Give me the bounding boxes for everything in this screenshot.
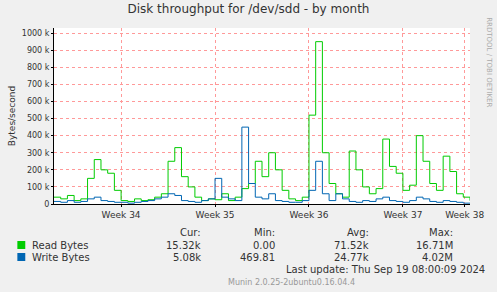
svg-text:4.02M: 4.02M bbox=[422, 252, 453, 263]
svg-text:Disk throughput for /dev/sdd -: Disk throughput for /dev/sdd - by month bbox=[128, 2, 370, 16]
svg-text:5.08k: 5.08k bbox=[173, 252, 201, 263]
svg-text:Read Bytes: Read Bytes bbox=[32, 240, 88, 251]
svg-text:Min:: Min: bbox=[254, 227, 275, 238]
svg-text:Avg:: Avg: bbox=[347, 227, 369, 238]
svg-text:400 k: 400 k bbox=[27, 131, 50, 140]
svg-text:16.71M: 16.71M bbox=[416, 240, 453, 251]
svg-text:Week 34: Week 34 bbox=[102, 210, 141, 220]
svg-text:800 k: 800 k bbox=[27, 63, 50, 72]
svg-text:Munin 2.0.25-2ubuntu0.16.04.4: Munin 2.0.25-2ubuntu0.16.04.4 bbox=[228, 278, 355, 287]
svg-text:700 k: 700 k bbox=[27, 80, 50, 89]
svg-text:Cur:: Cur: bbox=[180, 227, 201, 238]
svg-text:71.52k: 71.52k bbox=[334, 240, 369, 251]
svg-text:600 k: 600 k bbox=[27, 97, 50, 106]
svg-text:15.32k: 15.32k bbox=[166, 240, 201, 251]
svg-text:0: 0 bbox=[44, 200, 49, 209]
svg-text:Week 36: Week 36 bbox=[289, 210, 328, 220]
svg-text:RRDTOOL / TOBI OETIKER: RRDTOOL / TOBI OETIKER bbox=[485, 17, 493, 107]
svg-text:500 k: 500 k bbox=[27, 114, 50, 123]
svg-text:Max:: Max: bbox=[429, 227, 453, 238]
svg-text:Bytes/second: Bytes/second bbox=[7, 86, 17, 146]
svg-text:469.81: 469.81 bbox=[240, 252, 275, 263]
svg-text:100 k: 100 k bbox=[27, 183, 50, 192]
svg-text:Week 35: Week 35 bbox=[196, 210, 235, 220]
svg-text:Week 37: Week 37 bbox=[383, 210, 422, 220]
svg-text:Write Bytes: Write Bytes bbox=[32, 252, 90, 263]
svg-text:300 k: 300 k bbox=[27, 149, 50, 158]
svg-text:1000 k: 1000 k bbox=[22, 29, 50, 38]
svg-text:0.00: 0.00 bbox=[253, 240, 275, 251]
svg-text:24.77k: 24.77k bbox=[334, 252, 369, 263]
svg-text:Last update: Thu Sep 19 08:00:: Last update: Thu Sep 19 08:00:09 2024 bbox=[286, 264, 485, 275]
svg-text:900 k: 900 k bbox=[27, 46, 50, 55]
svg-text:Week 38: Week 38 bbox=[445, 210, 484, 220]
svg-text:200 k: 200 k bbox=[27, 166, 50, 175]
